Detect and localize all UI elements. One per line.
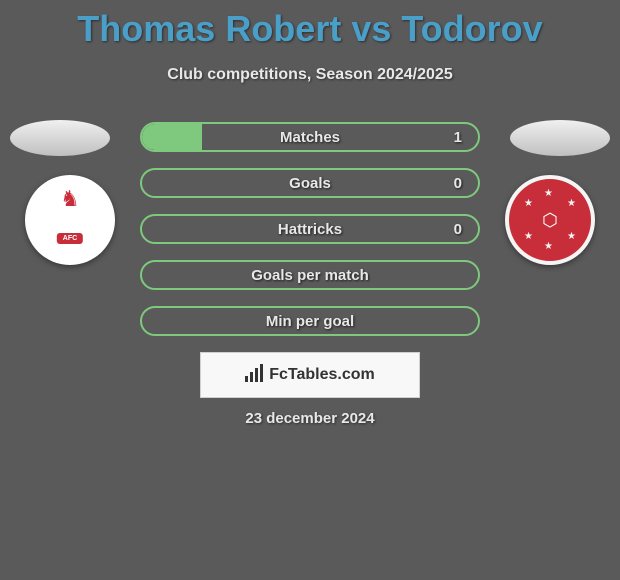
chart-icon [245, 364, 265, 387]
date-label: 23 december 2024 [0, 410, 620, 427]
comparison-title: Thomas Robert vs Todorov [0, 0, 620, 50]
badge-left-band: AFC [57, 233, 83, 244]
badge-right-content: ★ ★ ★ ★ ★ ★ ⬡ [520, 190, 580, 250]
club-badge-left: ♞ AFC [25, 175, 115, 265]
stat-bar-goals-per-match: Goals per match [140, 260, 480, 290]
brand-text: FcTables.com [269, 366, 375, 384]
player-left-shadow [10, 120, 110, 156]
stat-value: 0 [454, 221, 462, 238]
stat-label: Goals per match [251, 267, 369, 284]
badge-left-content: ♞ AFC [40, 190, 100, 250]
stat-fill [142, 124, 202, 150]
stat-label: Min per goal [266, 313, 354, 330]
badge-left-abbrev: AFC [63, 235, 77, 242]
stat-bar-goals: Goals 0 [140, 168, 480, 198]
player-right-shadow [510, 120, 610, 156]
badge-right-ring: ★ ★ ★ ★ ★ ★ [520, 190, 580, 250]
season-subtitle: Club competitions, Season 2024/2025 [0, 66, 620, 84]
stat-value: 1 [454, 129, 462, 146]
stat-bar-matches: Matches 1 [140, 122, 480, 152]
stat-label: Goals [289, 175, 331, 192]
stat-value: 0 [454, 175, 462, 192]
stat-bar-hattricks: Hattricks 0 [140, 214, 480, 244]
stat-bar-min-per-goal: Min per goal [140, 306, 480, 336]
brand-footer[interactable]: FcTables.com [200, 352, 420, 398]
club-badge-right: ★ ★ ★ ★ ★ ★ ⬡ [505, 175, 595, 265]
rooster-icon: ♞ [60, 186, 80, 212]
stat-bars-container: Matches 1 Goals 0 Hattricks 0 Goals per … [140, 122, 480, 352]
stat-label: Matches [280, 129, 340, 146]
stat-label: Hattricks [278, 221, 342, 238]
